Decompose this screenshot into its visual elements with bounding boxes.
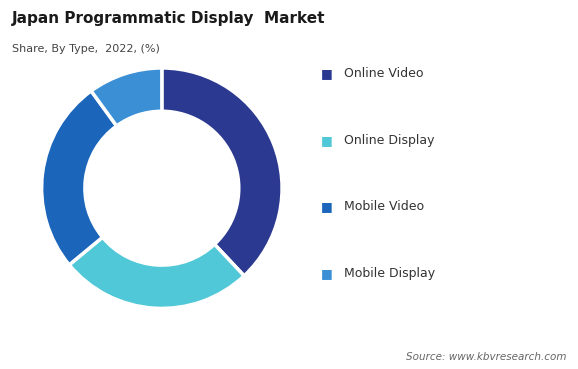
Text: Mobile Video: Mobile Video [344, 200, 424, 213]
Text: Source: www.kbvresearch.com: Source: www.kbvresearch.com [406, 352, 566, 362]
Text: Online Display: Online Display [344, 134, 435, 147]
Wedge shape [69, 237, 244, 308]
Text: ■: ■ [321, 266, 332, 280]
Text: Online Video: Online Video [344, 67, 424, 80]
Wedge shape [162, 68, 282, 276]
Text: ■: ■ [321, 200, 332, 213]
Wedge shape [91, 68, 162, 126]
Text: ■: ■ [321, 67, 332, 80]
Wedge shape [42, 91, 117, 265]
Text: Japan Programmatic Display  Market: Japan Programmatic Display Market [12, 11, 325, 26]
Text: Share, By Type,  2022, (%): Share, By Type, 2022, (%) [12, 44, 160, 54]
Text: ■: ■ [321, 134, 332, 147]
Text: Mobile Display: Mobile Display [344, 266, 435, 280]
